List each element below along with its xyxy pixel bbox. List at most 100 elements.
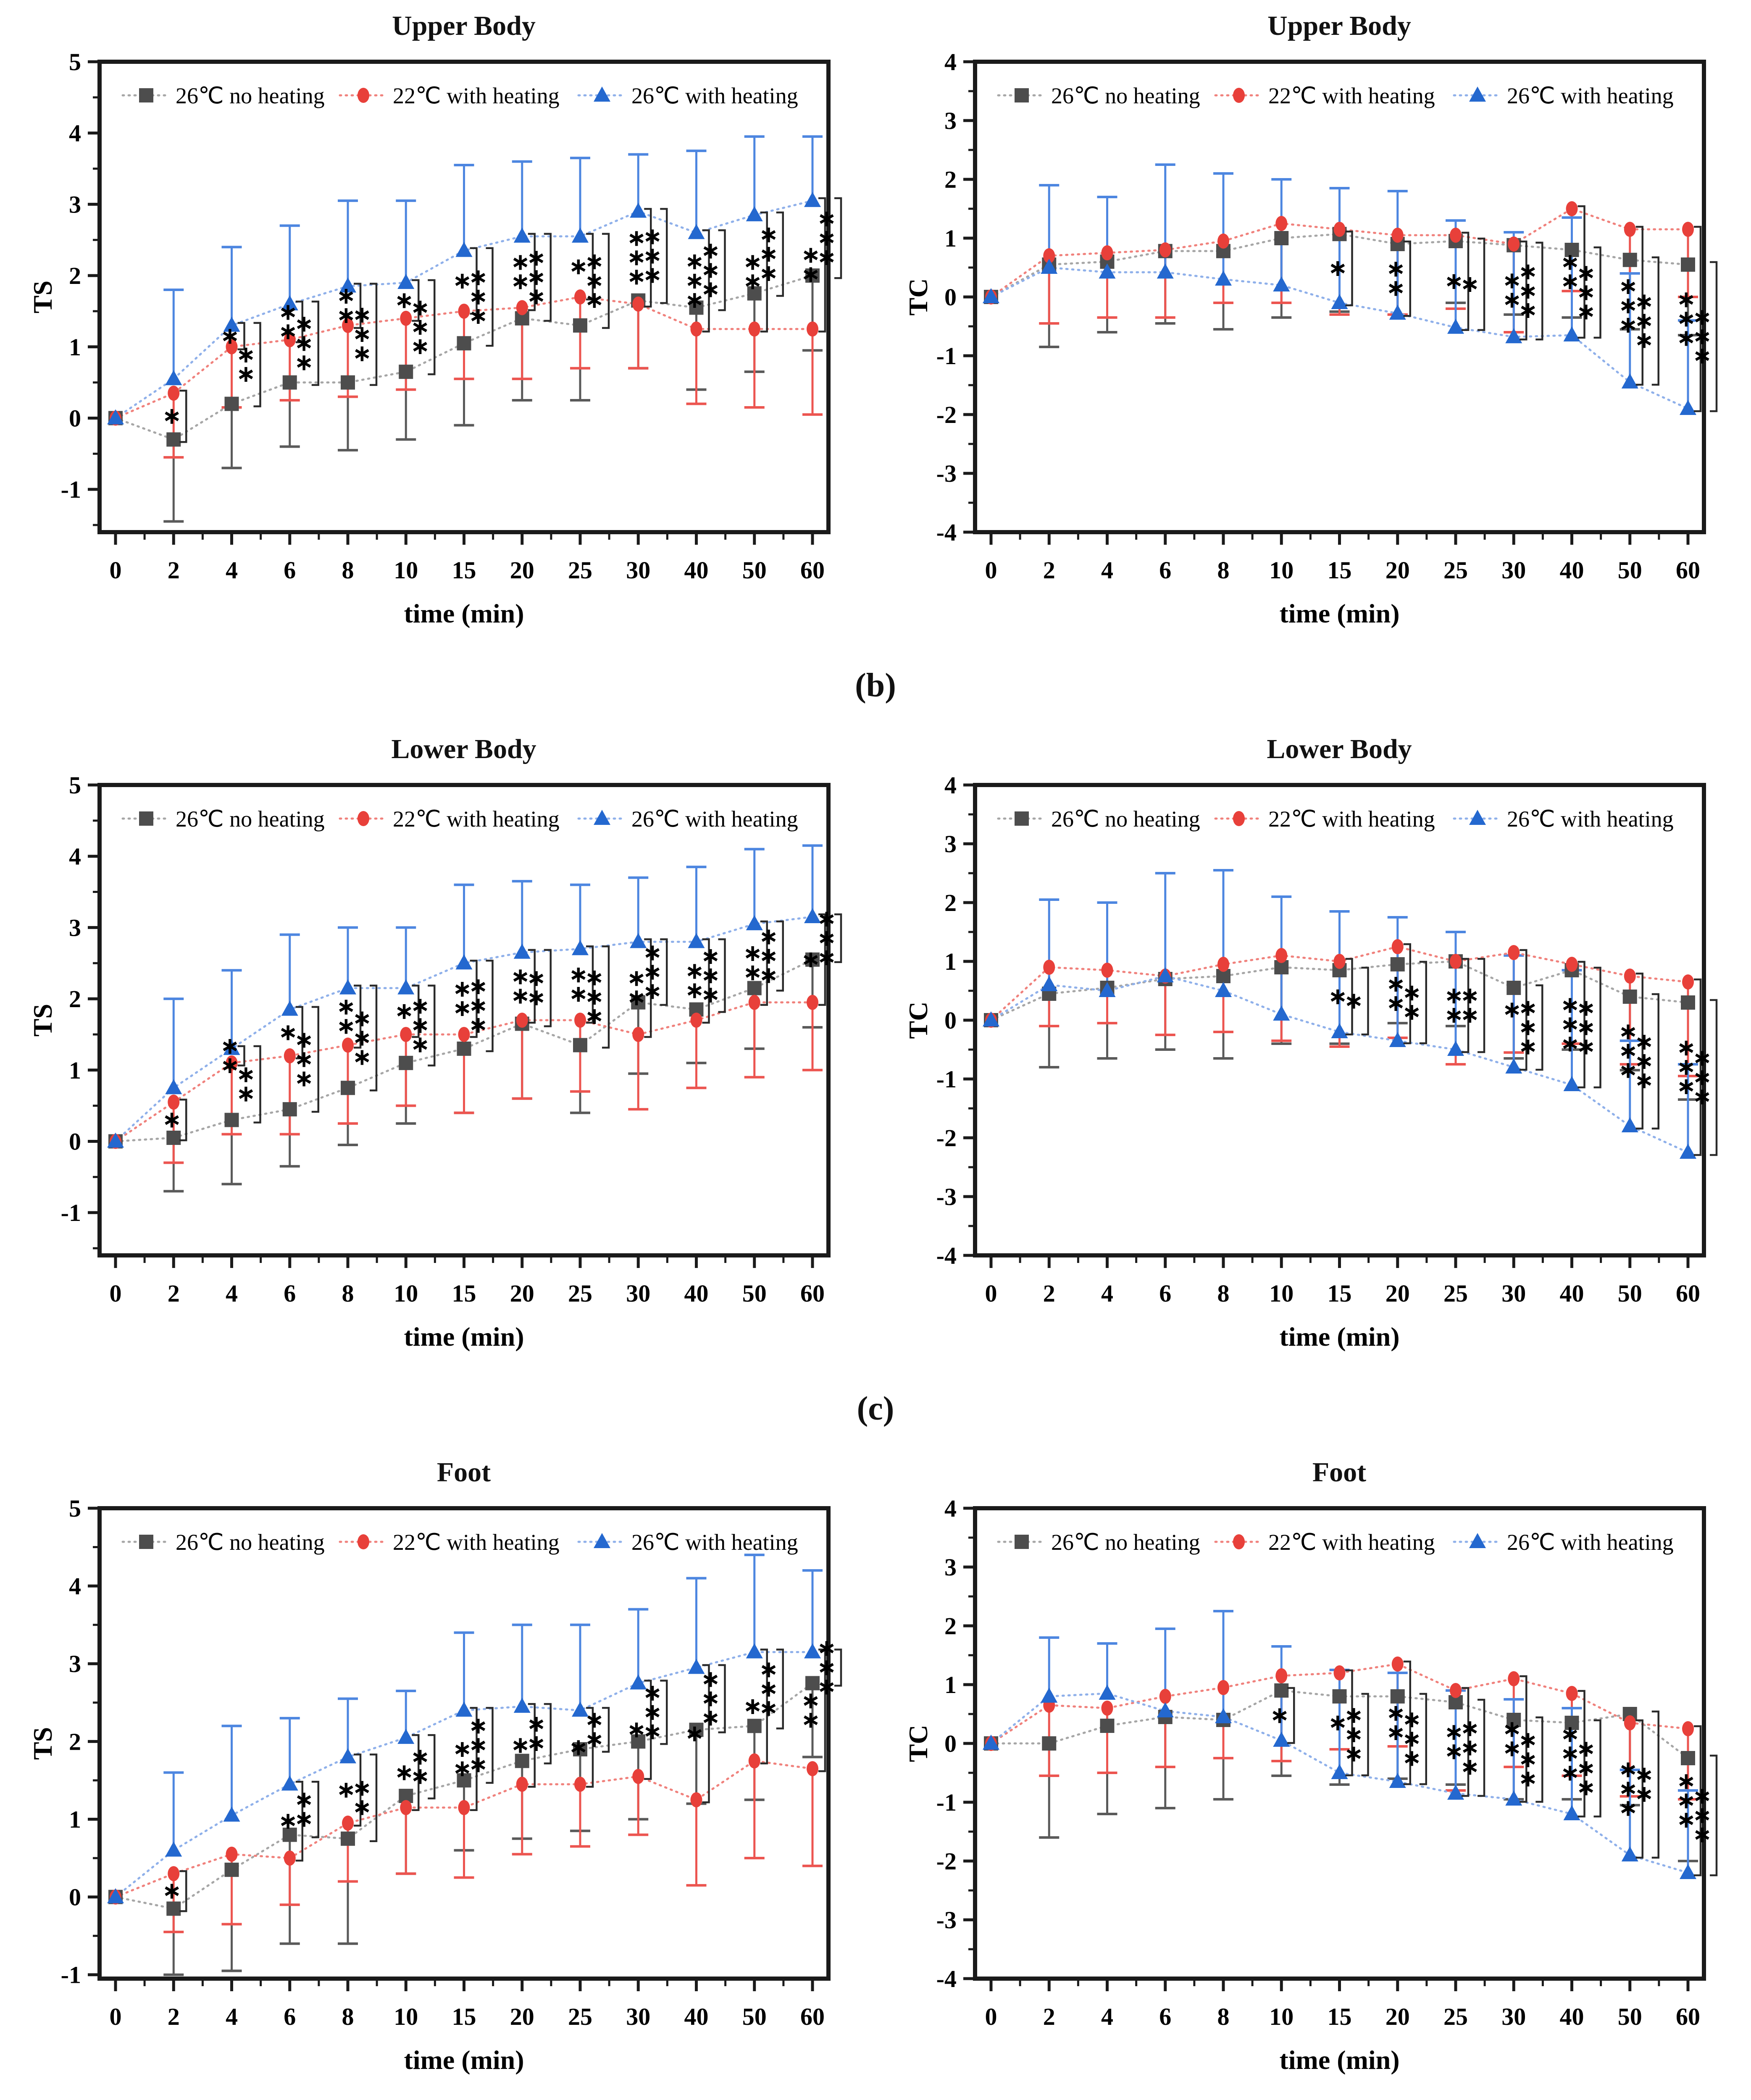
svg-text:∗: ∗ (337, 302, 356, 329)
svg-text:∗: ∗ (1693, 1821, 1712, 1848)
svg-text:25: 25 (1443, 2003, 1468, 2030)
svg-text:∗: ∗ (1634, 288, 1654, 315)
svg-text:∗: ∗ (1460, 982, 1480, 1009)
svg-text:∗: ∗ (627, 984, 647, 1011)
circle-marker (1217, 1680, 1229, 1695)
svg-text:∗: ∗ (743, 268, 762, 295)
svg-text:∗: ∗ (468, 1712, 488, 1740)
chart-title-lower-body-tc: Lower Body (1267, 734, 1412, 764)
circle-marker (1101, 963, 1113, 978)
svg-text:15: 15 (452, 556, 476, 584)
svg-text:∗: ∗ (817, 1654, 837, 1681)
svg-text:∗: ∗ (627, 263, 647, 291)
svg-text:0: 0 (69, 1128, 81, 1155)
svg-text:25: 25 (568, 1280, 592, 1307)
svg-text:2: 2 (69, 1728, 81, 1755)
square-marker (747, 981, 762, 995)
svg-text:∗: ∗ (1328, 1709, 1348, 1736)
svg-text:∗: ∗ (1386, 275, 1406, 302)
x-axis: 0 2 4 6 8 10 15 20 25 30 40 50 60 (985, 1255, 1700, 1307)
svg-text:∗: ∗ (585, 286, 605, 314)
svg-text:∗: ∗ (526, 1730, 546, 1757)
svg-text:4: 4 (226, 556, 238, 584)
svg-text:∗: ∗ (759, 942, 778, 969)
svg-text:4: 4 (1101, 2003, 1113, 2030)
svg-text:0: 0 (110, 1280, 122, 1307)
svg-text:∗: ∗ (1460, 1715, 1480, 1742)
circle-marker (1450, 228, 1462, 243)
legend: 26℃ no heating 22℃ with heating 26℃ with h… (997, 83, 1674, 108)
svg-text:4: 4 (69, 1572, 81, 1600)
series-markers-1 (110, 995, 818, 1149)
svg-text:∗: ∗ (801, 261, 821, 288)
legend-label-2: 26℃ with heating (631, 83, 798, 108)
svg-text:0: 0 (944, 284, 957, 311)
triangle-marker (983, 1735, 999, 1750)
svg-text:∗: ∗ (1402, 1725, 1422, 1753)
svg-text:∗: ∗ (294, 1026, 314, 1053)
svg-text:4: 4 (69, 843, 81, 870)
square-marker (282, 1827, 297, 1842)
svg-text:∗: ∗ (220, 322, 240, 349)
square-marker (515, 1754, 529, 1768)
svg-text:∗: ∗ (1693, 1782, 1712, 1810)
svg-text:8: 8 (1217, 1280, 1230, 1307)
svg-text:∗: ∗ (1618, 292, 1638, 319)
square-marker (224, 1113, 239, 1127)
x-axis-label: time (min) (1279, 2045, 1399, 2075)
svg-text:∗: ∗ (1502, 1735, 1522, 1762)
y-axis-label: TS (28, 1727, 58, 1760)
triangle-marker (1099, 982, 1116, 997)
circle-marker (1043, 960, 1055, 975)
svg-text:6: 6 (284, 1280, 296, 1307)
square-marker (139, 1535, 153, 1549)
triangle-marker (397, 1729, 415, 1744)
triangle-marker (1469, 87, 1486, 102)
svg-text:∗: ∗ (1693, 304, 1712, 331)
triangle-marker (1331, 1023, 1348, 1038)
circle-marker (358, 811, 369, 826)
circle-marker (400, 1026, 412, 1042)
svg-text:3: 3 (69, 1650, 81, 1677)
triangle-marker (1273, 276, 1290, 291)
svg-text:60: 60 (1676, 2003, 1700, 2030)
svg-text:20: 20 (1386, 2003, 1410, 2030)
svg-text:∗: ∗ (1518, 1033, 1538, 1060)
legend: 26℃ no heating 22℃ with heating 26℃ with h… (997, 806, 1674, 832)
series-markers-2 (107, 192, 821, 425)
svg-text:∗: ∗ (569, 253, 589, 280)
square-marker (224, 1862, 239, 1877)
svg-text:30: 30 (1501, 2003, 1526, 2030)
svg-text:∗: ∗ (817, 905, 837, 932)
triangle-marker (1447, 1041, 1464, 1056)
svg-text:∗: ∗ (468, 1732, 488, 1759)
square-marker (1506, 981, 1521, 995)
svg-text:∗: ∗ (1560, 1759, 1580, 1787)
svg-text:2: 2 (944, 166, 957, 193)
svg-text:∗: ∗ (1618, 1057, 1638, 1084)
svg-text:∗: ∗ (1518, 1014, 1538, 1041)
svg-text:∗: ∗ (294, 1065, 314, 1092)
svg-text:1: 1 (69, 1806, 81, 1833)
circle-marker (1275, 1668, 1288, 1683)
svg-text:∗: ∗ (585, 1726, 605, 1753)
svg-text:∗: ∗ (1386, 970, 1406, 998)
legend-label-0: 26℃ no heating (1051, 806, 1200, 832)
svg-text:∗: ∗ (1576, 279, 1596, 306)
svg-text:∗: ∗ (1502, 1716, 1522, 1743)
y-axis-label: TS (28, 1004, 58, 1037)
svg-text:∗: ∗ (337, 993, 356, 1021)
svg-text:∗: ∗ (1386, 1719, 1406, 1746)
svg-text:∗: ∗ (394, 998, 414, 1025)
square-marker (1274, 1683, 1289, 1698)
svg-text:∗: ∗ (410, 313, 430, 341)
legend: 26℃ no heating 22℃ with heating 26℃ with h… (997, 1530, 1674, 1555)
svg-text:∗: ∗ (1344, 987, 1364, 1015)
svg-text:∗: ∗ (394, 1759, 414, 1786)
triangle-marker (513, 943, 531, 959)
svg-text:∗: ∗ (1560, 1721, 1580, 1748)
svg-text:∗: ∗ (452, 267, 472, 294)
svg-text:∗: ∗ (468, 1011, 488, 1039)
triangle-marker (455, 954, 473, 970)
